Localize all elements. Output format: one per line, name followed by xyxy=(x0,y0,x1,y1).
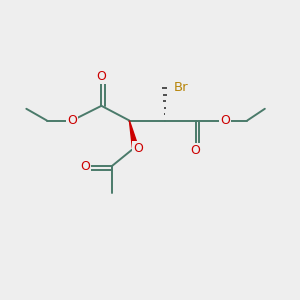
Text: O: O xyxy=(80,160,90,173)
Text: O: O xyxy=(67,114,77,127)
Polygon shape xyxy=(129,121,138,148)
Text: O: O xyxy=(133,142,143,155)
Text: Br: Br xyxy=(174,81,188,94)
Text: O: O xyxy=(97,70,106,83)
Text: O: O xyxy=(191,144,201,157)
Text: O: O xyxy=(220,114,230,127)
